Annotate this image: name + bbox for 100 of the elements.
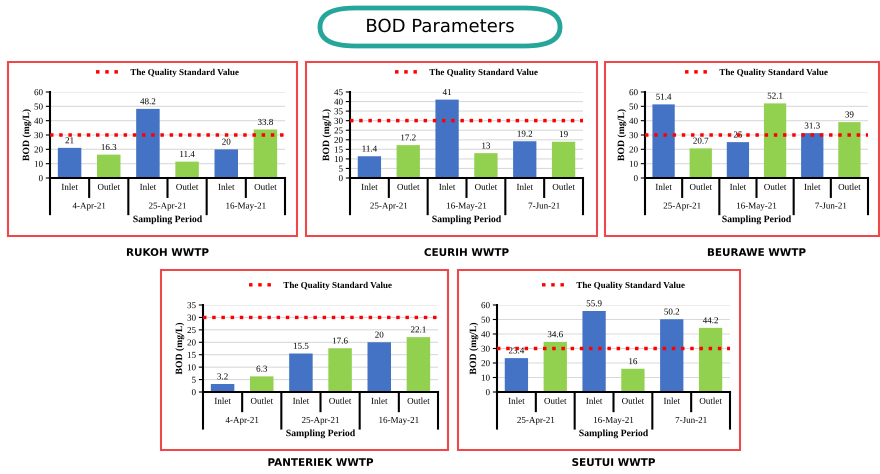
data-label: 44.2	[702, 317, 718, 324]
text: 4-Apr-21	[72, 202, 106, 210]
bar	[97, 154, 120, 178]
y-tick-label: 20	[334, 136, 343, 143]
x-tick-label: Inlet	[292, 398, 310, 404]
x-tick-label: Outlet	[475, 184, 498, 190]
bar	[214, 149, 238, 178]
y-tick-label: 0	[192, 389, 196, 396]
y-tick-label: 0	[38, 175, 43, 182]
x-tick-label: Inlet	[508, 398, 525, 404]
data-label: 19.2	[518, 130, 532, 137]
x-tick-label: Outlet	[397, 184, 420, 190]
y-tick-label: 5	[192, 376, 196, 383]
x-tick-label: Inlet	[439, 184, 456, 190]
bar	[435, 100, 459, 178]
x-axis-title: Sampling Period	[432, 215, 502, 224]
y-tick-label: 40	[629, 118, 638, 124]
bar	[544, 342, 567, 392]
x-tick-label: Inlet	[218, 184, 234, 190]
text: 16-May-21	[226, 202, 266, 210]
x-tick-label: Outlet	[552, 184, 575, 190]
legend-label: The Quality Standard Value	[130, 68, 239, 77]
y-tick-label: 25	[334, 127, 343, 134]
y-tick-label: 40	[334, 98, 343, 105]
y-tick-label: 30	[187, 314, 196, 321]
x-tick-label: Inlet	[516, 184, 533, 190]
x-axis-title: Sampling Period	[722, 215, 792, 224]
text: 4-Apr-21	[226, 416, 258, 425]
data-label: 3.2	[217, 373, 228, 380]
x-tick-label: Inlet	[586, 398, 602, 404]
bar	[621, 368, 645, 392]
text: 25-Apr-21	[148, 202, 186, 210]
data-label: 20	[375, 332, 384, 338]
text: SEUTUI WWTP	[572, 458, 656, 466]
x-tick-label: Inlet	[371, 398, 388, 404]
x-tick-label: Outlet	[700, 398, 722, 404]
x-tick-label: Inlet	[664, 398, 680, 404]
data-label: 22.1	[410, 326, 426, 332]
y-tick-label: 60	[481, 302, 490, 308]
bar	[652, 104, 675, 178]
x-tick-label: Inlet	[62, 184, 78, 190]
x-tick-label: Outlet	[408, 398, 430, 404]
y-tick-label: 25	[187, 327, 196, 334]
legend-label: The Quality Standard Value	[576, 282, 685, 290]
x-tick-label: Outlet	[690, 184, 712, 190]
text: 16-May-21	[594, 416, 634, 425]
x-axis-title: Sampling Period	[133, 215, 202, 224]
x-tick-label: Inlet	[214, 398, 231, 404]
x-tick-label: Outlet	[838, 184, 861, 190]
y-tick-label: 15	[334, 146, 343, 153]
text: 25-Apr-21	[517, 416, 554, 425]
data-label: 20	[222, 138, 230, 145]
data-label: 6.3	[256, 366, 268, 372]
data-label: 31.3	[804, 122, 820, 129]
data-label: 41	[442, 88, 452, 95]
bar	[396, 145, 420, 178]
y-tick-label: 0	[486, 389, 490, 396]
bar	[474, 153, 498, 178]
x-tick-label: Outlet	[622, 398, 644, 404]
y-tick-label: 30	[481, 346, 490, 352]
bar	[690, 148, 712, 178]
text: 7-Jun-21	[676, 416, 707, 423]
text: 7-Jun-21	[528, 202, 560, 209]
x-tick-label: Outlet	[254, 184, 277, 190]
y-tick-label: 40	[481, 331, 490, 338]
bar	[698, 328, 722, 392]
bar	[136, 108, 160, 178]
y-tick-label: 20	[629, 146, 638, 153]
data-label: 17.2	[401, 134, 416, 141]
text: 25-Apr-21	[370, 202, 408, 210]
bar	[726, 142, 750, 178]
legend-label: The Quality Standard Value	[719, 68, 828, 77]
bar	[660, 319, 684, 392]
bar	[175, 162, 199, 178]
y-tick-label: 35	[334, 108, 343, 114]
legend-label: The Quality Standard Value	[283, 282, 392, 290]
legend-label: The Quality Standard Value	[429, 68, 538, 77]
x-tick-label: Inlet	[804, 184, 820, 190]
x-tick-label: Outlet	[764, 184, 786, 190]
y-axis-title: BOD (mg/L)	[322, 109, 332, 161]
y-tick-label: 60	[34, 89, 43, 96]
x-tick-label: Outlet	[329, 398, 352, 404]
y-tick-label: 0	[634, 175, 638, 182]
text: 16-May-21	[446, 202, 486, 210]
y-tick-label: 10	[630, 160, 638, 167]
x-tick-label: Inlet	[361, 184, 378, 190]
data-label: 39	[845, 111, 854, 118]
data-label: 13	[482, 142, 490, 149]
text: 25-Apr-21	[664, 202, 701, 210]
text: BEURAWE WWTP	[708, 248, 806, 256]
data-label: 11.4	[362, 146, 378, 152]
bar	[368, 342, 391, 392]
data-label: 55.9	[586, 300, 602, 306]
data-label: 52.1	[768, 92, 782, 99]
text: 7-Jun-21	[815, 202, 846, 209]
x-tick-label: Outlet	[250, 398, 273, 404]
bar	[289, 353, 313, 392]
y-tick-label: 20	[34, 146, 43, 153]
y-axis-title: BOD (mg/L)	[617, 109, 626, 161]
bar	[513, 141, 536, 178]
